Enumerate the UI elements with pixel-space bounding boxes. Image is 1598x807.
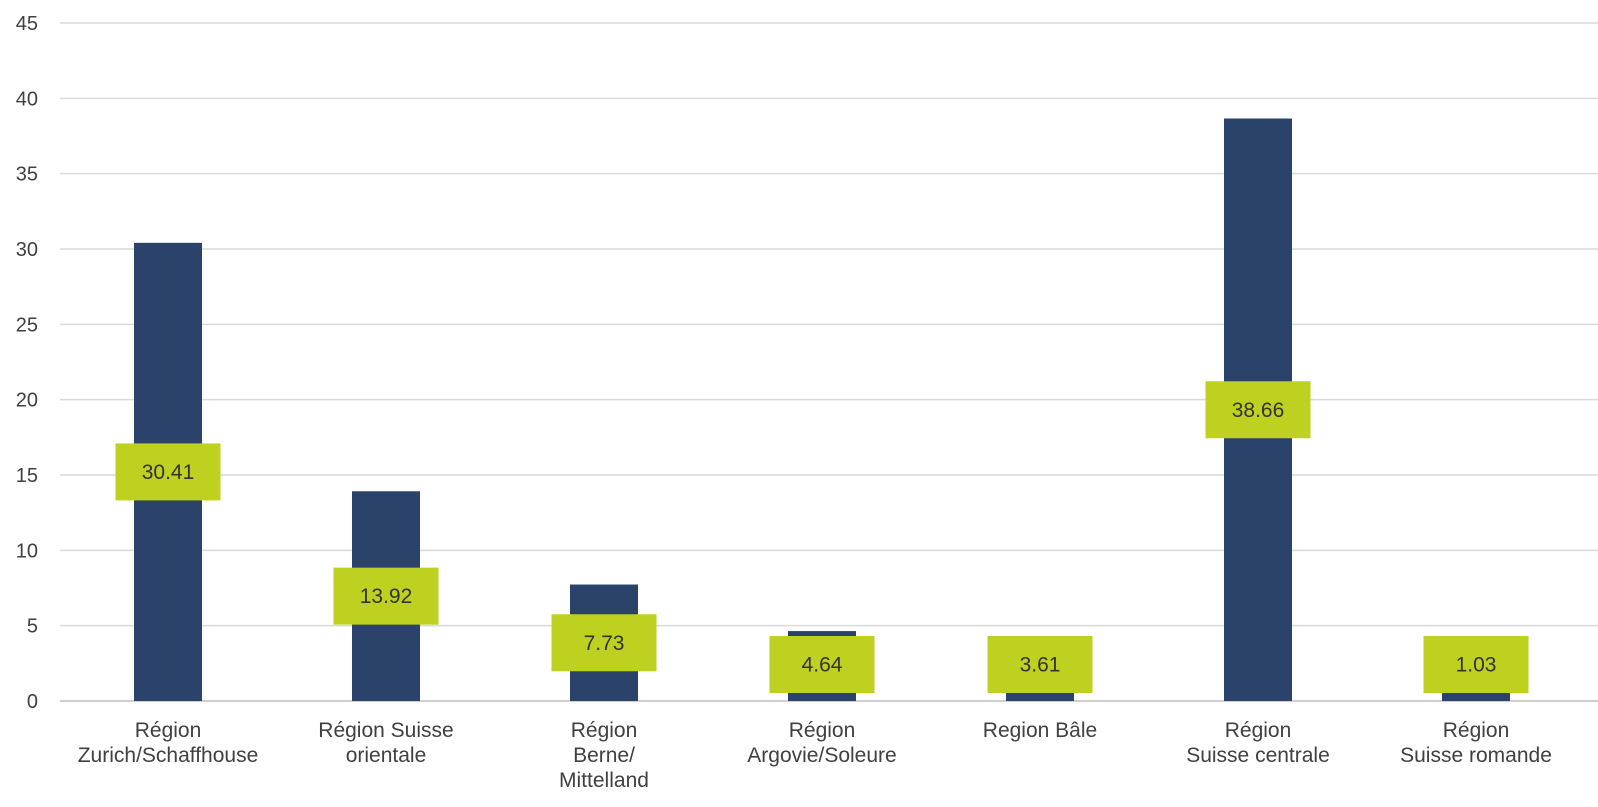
x-tick-label-line: Région [571,719,638,742]
x-tick-label-line: Berne/ [573,744,635,767]
data-label: 7.73 [584,632,625,655]
y-tick-label: 0 [27,691,38,713]
data-label-box [987,636,1093,693]
data-label: 38.66 [1232,399,1285,422]
data-label: 1.03 [1456,654,1497,677]
y-tick-label: 10 [16,540,38,562]
x-tick-label: Région Suisse romande [1400,719,1552,767]
gridlines [60,22,1598,702]
x-tick-label: Région Berne/Mittelland [559,719,649,792]
data-label-box [1205,381,1311,439]
y-tick-label: 40 [16,88,38,110]
data-label-box [551,614,657,672]
x-tick-label-line: Argovie/Soleure [747,744,896,767]
data-label: 3.61 [1020,654,1061,677]
x-tick-label-line: Mittelland [559,769,649,792]
x-tick-label-line: Suisse romande [1400,744,1552,767]
x-tick-label: Region Bâle [983,719,1097,742]
data-label: 13.92 [360,585,413,608]
y-axis-ticks: 0 5 10 15 20 25 30 35 40 45 [16,13,38,713]
y-tick-label: 45 [16,13,38,35]
x-tick-label-line: Région [1443,719,1510,742]
x-tick-label-line: orientale [346,744,427,767]
x-tick-label: Région Argovie/Soleure [747,719,896,767]
x-tick-label: Région Suisse orientale [318,719,453,767]
data-label: 30.41 [142,461,195,484]
x-tick-label-line: Zurich/Schaffhouse [78,744,259,767]
data-labels: 30.41 13.92 7.73 4.64 3.61 38.66 1.03 [115,381,1529,693]
x-tick-label-line: Région [789,719,856,742]
data-label-box [333,567,439,625]
data-label-box [769,636,875,693]
data-label: 4.64 [802,654,843,677]
x-tick-label-line: Region Bâle [983,719,1097,742]
y-tick-label: 5 [27,616,38,638]
x-tick-label-line: Région Suisse [318,719,453,742]
y-tick-label: 35 [16,164,38,186]
x-tick-label-line: Région [1225,719,1292,742]
y-tick-label: 15 [16,465,38,487]
data-label-box [1423,636,1529,693]
x-tick-label: Région Zurich/Schaffhouse [78,719,259,767]
y-tick-label: 20 [16,390,38,412]
x-tick-label: Région Suisse centrale [1186,719,1330,767]
data-label-box [115,443,221,501]
x-tick-label-line: Région [135,719,202,742]
x-tick-label-line: Suisse centrale [1186,744,1330,767]
y-tick-label: 30 [16,239,38,261]
y-tick-label: 25 [16,314,38,336]
